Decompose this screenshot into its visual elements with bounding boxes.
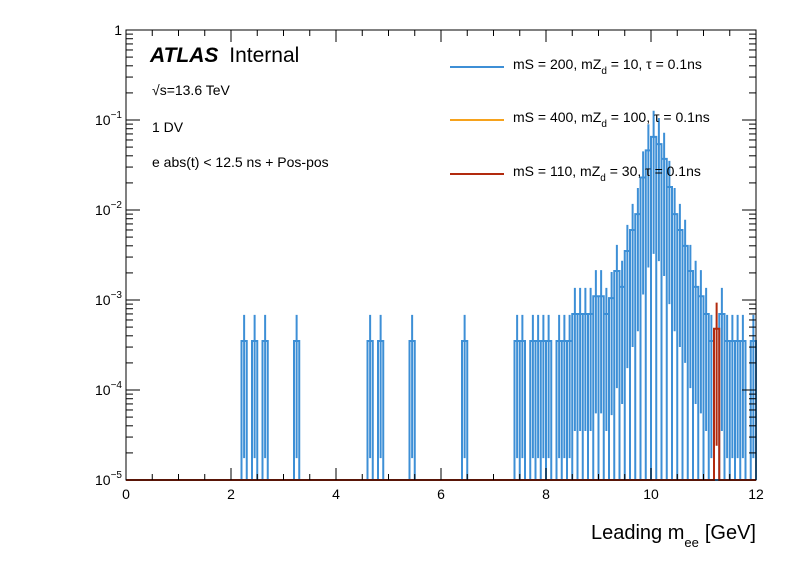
axis-layer: 0 2 4 6 8 10 12 1 10−1 10−2 10−3 10−4 10−5: [95, 22, 764, 502]
legend-label-2: mS = 400, mZd = 100, τ = 0.1ns: [513, 109, 710, 130]
selection-label: 1 DV: [152, 119, 184, 135]
y-tick-label-2: 10−1: [95, 110, 122, 128]
x-tick-label-3: 4: [332, 486, 340, 502]
legend-entry-1: mS = 200, mZd = 10, τ = 0.1ns: [450, 56, 702, 77]
energy-label: √s=13.6 TeV: [152, 82, 231, 98]
x-tick-label-4: 6: [437, 486, 445, 502]
y-tick-label-6: 10−5: [95, 470, 122, 488]
x-tick-label-6: 10: [643, 486, 659, 502]
y-tick-label-5: 10−4: [95, 380, 122, 398]
x-tick-label-2: 2: [227, 486, 235, 502]
sqrt-symbol: √: [152, 82, 160, 98]
series-layer: [126, 110, 757, 481]
legend-entry-2: mS = 400, mZd = 100, τ = 0.1ns: [450, 109, 710, 130]
cut-label: e abs(t) < 12.5 ns + Pos-pos: [152, 154, 329, 170]
x-axis-title: Leading mee [GeV]: [591, 522, 756, 550]
x-tick-label-5: 8: [542, 486, 550, 502]
x-tick-label-1: 0: [122, 486, 130, 502]
internal-text: Internal: [229, 44, 299, 67]
annotation-block: ATLAS Internal √s=13.6 TeV 1 DV e abs(t)…: [149, 44, 329, 170]
y-tick-label-4: 10−3: [95, 290, 122, 308]
legend-label-3: mS = 110, mZd = 30, τ = 0.1ns: [513, 163, 701, 184]
legend-label-1: mS = 200, mZd = 10, τ = 0.1ns: [513, 56, 702, 77]
y-tick-label-3: 10−2: [95, 200, 122, 218]
series-1: [126, 110, 757, 481]
legend-entry-3: mS = 110, mZd = 30, τ = 0.1ns: [450, 163, 701, 184]
legend: mS = 200, mZd = 10, τ = 0.1ns mS = 400, …: [450, 56, 710, 184]
y-tick-label-1: 1: [114, 22, 122, 38]
atlas-label: ATLAS Internal: [149, 44, 299, 67]
energy-text: s=13.6 TeV: [160, 82, 231, 98]
atlas-text: ATLAS: [149, 44, 218, 67]
x-tick-label-7: 12: [748, 486, 764, 502]
